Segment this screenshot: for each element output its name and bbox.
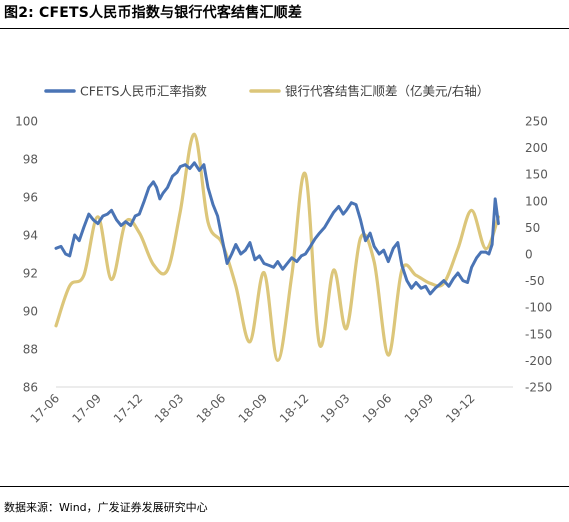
y-axis-right: -250 -200 -150 -100 -50 0 50 100 150 200 250 — [525, 115, 552, 395]
x-tick-label: 19-09 — [402, 391, 437, 426]
legend: CFETS人民币汇率指数 银行代客结售汇顺差（亿美元/右轴） — [44, 84, 489, 99]
y-right-tick-label: 150 — [525, 168, 548, 182]
x-tick-label: 19-06 — [360, 391, 395, 426]
y-right-tick-label: 100 — [525, 194, 548, 208]
y-right-tick-label: -100 — [525, 301, 552, 315]
x-tick-label: 17-12 — [111, 391, 146, 426]
y-right-tick-label: 250 — [525, 115, 548, 129]
y-left-tick-label: 86 — [23, 381, 38, 395]
legend-label-cfets-index: CFETS人民币汇率指数 — [80, 84, 207, 99]
series-line-cfets-index — [54, 161, 500, 296]
legend-label-fx-surplus: 银行代客结售汇顺差（亿美元/右轴） — [285, 84, 489, 99]
plot-area — [54, 132, 500, 363]
x-tick-label: 18-09 — [236, 391, 271, 426]
x-tick-label: 19-03 — [318, 391, 353, 426]
y-left-tick-label: 92 — [23, 267, 38, 281]
x-tick-label: 17-06 — [28, 391, 63, 426]
x-tick-label: 19-12 — [443, 391, 478, 426]
series-line-fx-surplus — [54, 132, 500, 363]
y-right-tick-label: 200 — [525, 141, 548, 155]
y-left-tick-label: 94 — [23, 229, 38, 243]
figure-title: 图2: CFETS人民币指数与银行代客结售汇顺差 — [4, 5, 303, 21]
x-tick-label: 17-09 — [69, 391, 104, 426]
title-divider — [0, 28, 569, 29]
y-left-tick-label: 100 — [15, 115, 38, 129]
source-divider — [0, 486, 569, 487]
y-axis-left: 86 88 90 92 94 96 98 100 — [15, 115, 38, 395]
y-right-tick-label: -150 — [525, 327, 552, 341]
y-left-tick-label: 90 — [23, 305, 38, 319]
y-right-tick-label: -50 — [525, 274, 545, 288]
y-left-tick-label: 96 — [23, 191, 38, 205]
x-tick-label: 18-12 — [277, 391, 312, 426]
y-right-tick-label: 0 — [525, 248, 533, 262]
x-tick-label: 18-03 — [152, 391, 187, 426]
source-note: 数据来源：Wind，广发证券发展研究中心 — [4, 501, 208, 514]
x-axis: 17-06 17-09 17-12 18-03 18-06 18-09 18-12 19-03… — [28, 391, 478, 426]
y-left-tick-label: 98 — [23, 153, 38, 167]
x-tick-label: 18-06 — [194, 391, 229, 426]
line-chart: CFETS人民币汇率指数 银行代客结售汇顺差（亿美元/右轴） 86 88 90 92 9… — [15, 84, 552, 426]
y-right-tick-label: -250 — [525, 381, 552, 395]
y-right-tick-label: 50 — [525, 221, 540, 235]
y-left-tick-label: 88 — [23, 343, 38, 357]
y-right-tick-label: -200 — [525, 354, 552, 368]
